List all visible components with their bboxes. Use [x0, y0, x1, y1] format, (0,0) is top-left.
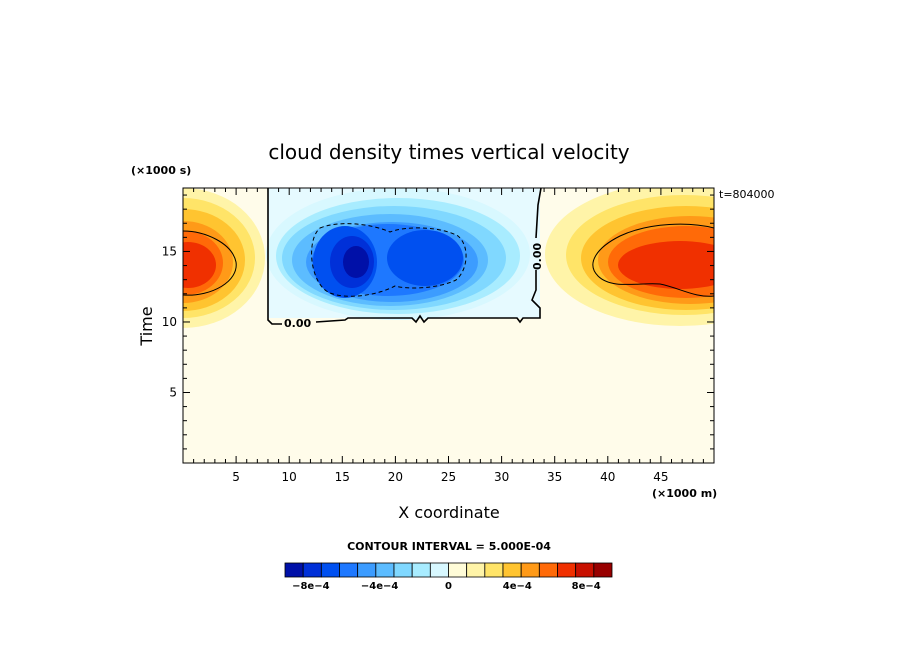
colorbar-swatch [320, 562, 340, 578]
x-tick-label: 30 [494, 470, 509, 484]
x-unit-label: (×1000 m) [652, 487, 717, 500]
colorbar-swatch [357, 562, 377, 578]
colorbar-swatch [284, 562, 304, 578]
colorbar-swatch [448, 562, 468, 578]
x-tick-label: 35 [547, 470, 562, 484]
x-axis-label: X coordinate [398, 503, 499, 522]
time-stamp: t=804000 [719, 188, 775, 201]
colorbar-swatch [484, 562, 504, 578]
colorbar-swatch [520, 562, 540, 578]
updraft-right [545, 188, 714, 326]
plot-area [183, 188, 714, 463]
y-tick-label: 15 [162, 244, 177, 258]
contour-label-bottom: 0.00 [284, 317, 311, 330]
colorbar-swatch [393, 562, 413, 578]
x-tick-label: 25 [441, 470, 456, 484]
x-tick-label: 15 [335, 470, 350, 484]
y-axis-label: Time [137, 306, 156, 346]
colorbar-label: 0 [445, 581, 452, 592]
x-axis-ticks: 5 10 15 20 25 30 35 40 45 [193, 188, 704, 484]
x-tick-label: 5 [232, 470, 240, 484]
x-tick-label: 10 [282, 470, 297, 484]
y-tick-label: 10 [162, 315, 177, 329]
colorbar-swatch [411, 562, 431, 578]
colorbar-swatch [538, 562, 558, 578]
colorbar-swatch [502, 562, 522, 578]
zero-contour [267, 188, 542, 325]
colorbar-swatch [557, 562, 577, 578]
colorbar-label: 4e−4 [503, 581, 532, 592]
y-axis-ticks: 5 10 15 [162, 194, 714, 450]
updraft-left [183, 188, 265, 328]
colorbar-swatch [575, 562, 595, 578]
colorbar-label: −8e−4 [292, 581, 329, 592]
colorbar-label: 8e−4 [572, 581, 601, 592]
colorbar-swatch [429, 562, 449, 578]
colorbar-swatch [466, 562, 486, 578]
colorbar-swatch [302, 562, 322, 578]
y-unit-label: (×1000 s) [131, 164, 191, 177]
contour-interval-text: CONTOUR INTERVAL = 5.000E-04 [347, 540, 551, 553]
x-tick-label: 20 [388, 470, 403, 484]
colorbar-swatch [339, 562, 359, 578]
colorbar-swatch [593, 562, 613, 578]
x-tick-label: 45 [653, 470, 668, 484]
chart-title: cloud density times vertical velocity [268, 140, 629, 164]
contour-label-right: 0.00 [531, 243, 544, 270]
y-tick-label: 5 [169, 385, 177, 399]
colorbar-label: −4e−4 [361, 581, 398, 592]
x-tick-label: 40 [600, 470, 615, 484]
colorbar-swatch [375, 562, 395, 578]
colorbar: −8e−4 −4e−4 0 4e−4 8e−4 [284, 562, 613, 592]
downdraft-region [266, 188, 540, 320]
